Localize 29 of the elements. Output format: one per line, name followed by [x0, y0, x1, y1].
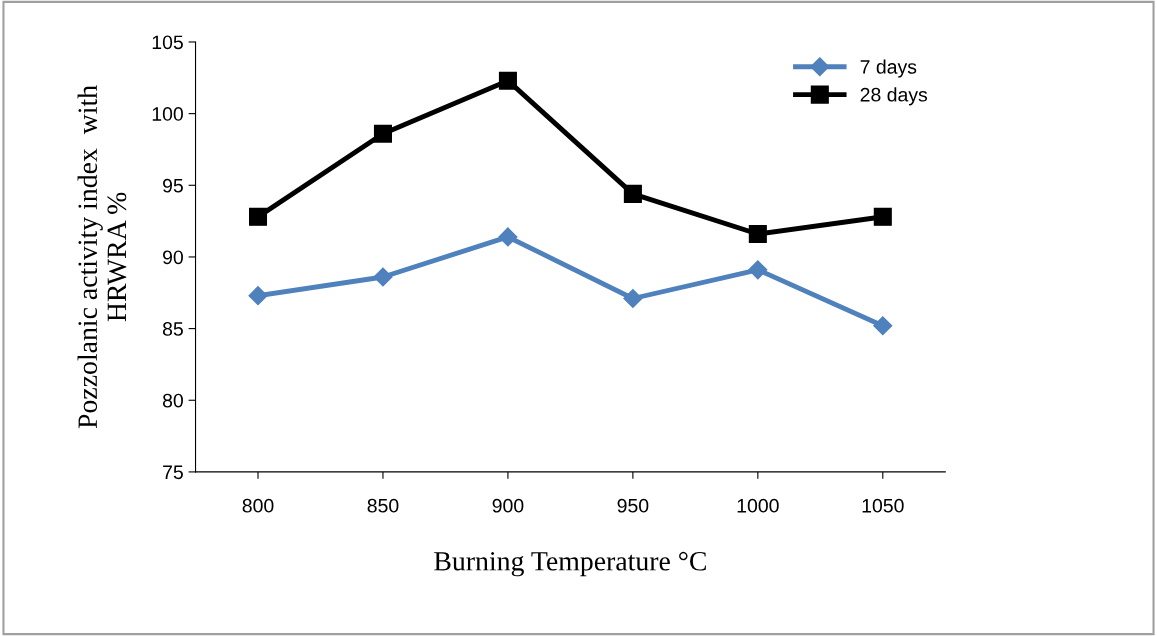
- point: [623, 184, 642, 203]
- y-axis-title: Pozzolanic activity index with HRWRA %: [77, 85, 127, 429]
- point: [248, 286, 268, 306]
- point: [623, 288, 643, 309]
- legend-label: 7 days: [860, 59, 917, 78]
- x-tick-label: 800: [242, 498, 274, 513]
- y-tick-label: 75: [163, 465, 183, 480]
- y-tick-label: 100: [152, 107, 183, 121]
- y-tick-label: 105: [152, 35, 183, 50]
- point: [748, 224, 767, 244]
- x-axis-title: Burning Temperature °C: [434, 551, 706, 577]
- x-tick-label: 900: [492, 498, 524, 513]
- y-tick-label: 80: [162, 393, 183, 408]
- legend-label: 28 days: [860, 87, 928, 106]
- point: [498, 227, 518, 247]
- point: [248, 207, 268, 226]
- point: [498, 71, 517, 90]
- y-tick-label: 90: [163, 250, 183, 265]
- y-tick-label: 95: [163, 178, 183, 193]
- point: [873, 316, 893, 336]
- point: [373, 267, 393, 287]
- x-tick-label: 850: [367, 498, 399, 513]
- y-tick-label: 85: [162, 322, 183, 336]
- x-tick-label: 1000: [737, 498, 779, 513]
- point: [373, 124, 392, 143]
- point: [873, 207, 892, 226]
- x-tick-label: 1050: [862, 498, 904, 513]
- x-tick-label: 950: [617, 498, 649, 513]
- point: [748, 260, 768, 280]
